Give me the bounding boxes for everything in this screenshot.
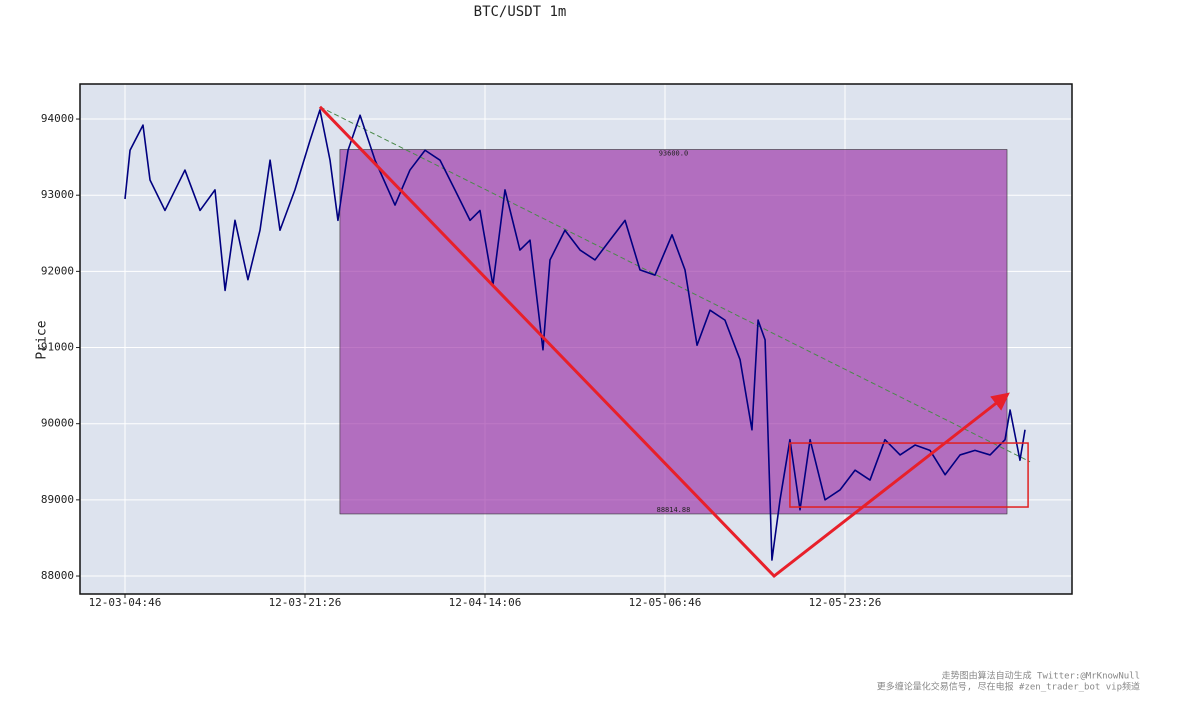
x-tick-label: 12-03-04:46 (89, 596, 162, 609)
y-tick-label: 88000 (41, 569, 74, 582)
chart-title: BTC/USDT 1m (474, 4, 567, 20)
y-tick-label: 94000 (41, 112, 74, 125)
arrow (318, 105, 1010, 579)
zone-label: 93600.0 (659, 150, 689, 158)
trend-line (319, 106, 1031, 463)
x-tick-label: 12-05-06:46 (629, 596, 702, 609)
y-tick-label: 89000 (41, 493, 74, 506)
zone-label: 88814.88 (657, 506, 691, 514)
y-axis-label: Price (35, 320, 50, 359)
zone (339, 149, 1008, 515)
y-tick-label: 91000 (41, 341, 74, 354)
y-tick-label: 93000 (41, 188, 74, 201)
y-tick-label: 92000 (41, 264, 74, 277)
price-line (124, 109, 1026, 561)
x-tick-label: 12-05-23:26 (809, 596, 882, 609)
plot-frame (79, 83, 1073, 595)
footer-line: 走势图由算法自动生成 Twitter:@MrKnowNull (942, 670, 1140, 682)
x-tick-label: 12-03-21:26 (269, 596, 342, 609)
footer-line: 更多缠论量化交易信号, 尽在电报 #zen_trader_bot vip频道 (877, 681, 1140, 693)
y-tick-label: 90000 (41, 417, 74, 430)
box (789, 442, 1029, 508)
x-tick-label: 12-04-14:06 (449, 596, 522, 609)
